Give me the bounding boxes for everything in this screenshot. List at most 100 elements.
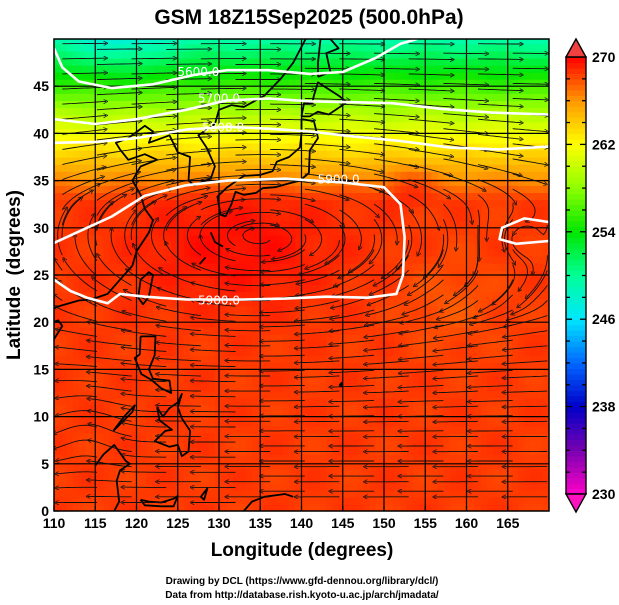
field-cell (406, 419, 414, 427)
field-cell (258, 107, 265, 116)
field-cell (388, 355, 395, 363)
field-cell (313, 291, 321, 300)
field-cell (252, 440, 259, 448)
field-cell (369, 220, 377, 229)
field-cell (227, 277, 235, 286)
field-cell (270, 86, 278, 94)
field-cell (419, 213, 426, 222)
field-cell (264, 390, 272, 399)
field-cell (208, 390, 216, 399)
field-cell (245, 79, 253, 87)
field-cell (183, 107, 191, 116)
field-cell (239, 397, 247, 406)
field-cell (221, 199, 228, 208)
field-cell (499, 369, 507, 378)
field-cell (530, 185, 538, 193)
field-cell (363, 263, 371, 271)
field-cell (524, 326, 532, 335)
field-cell (462, 419, 470, 427)
field-cell (214, 341, 222, 349)
field-cell (437, 227, 445, 236)
field-cell (227, 355, 235, 363)
field-cell (351, 482, 358, 491)
field-cell (221, 164, 228, 172)
field-cell (233, 93, 241, 101)
field-cell (165, 419, 173, 427)
field-cell (369, 79, 377, 87)
field-cell (388, 312, 395, 321)
field-cell (474, 355, 482, 363)
field-cell (72, 142, 80, 151)
field-cell (140, 341, 148, 349)
field-cell (480, 213, 488, 222)
field-cell (227, 121, 235, 130)
field-cell (443, 397, 451, 406)
field-cell (264, 192, 272, 201)
field-cell (412, 234, 420, 243)
field-cell (326, 277, 334, 286)
field-cell (431, 326, 439, 335)
field-cell (307, 199, 315, 208)
field-cell (487, 242, 494, 250)
field-cell (91, 256, 98, 264)
field-cell (270, 79, 278, 87)
field-cell (91, 390, 98, 399)
field-cell (91, 440, 98, 448)
field-cell (190, 164, 197, 172)
field-cell (480, 256, 488, 264)
field-cell (493, 135, 501, 144)
field-cell (233, 319, 241, 328)
field-cell (400, 135, 408, 144)
field-cell (190, 107, 197, 116)
field-cell (369, 277, 377, 286)
field-cell (159, 284, 166, 293)
field-cell (78, 447, 86, 455)
field-cell (542, 157, 549, 165)
field-cell (388, 305, 395, 314)
field-cell (84, 426, 92, 434)
field-cell (140, 284, 148, 293)
field-cell (252, 93, 259, 101)
field-cell (326, 291, 334, 300)
field-cell (480, 348, 488, 356)
field-cell (276, 348, 284, 356)
field-cell (381, 227, 389, 236)
field-cell (351, 419, 358, 427)
field-cell (351, 164, 358, 172)
field-cell (208, 319, 216, 328)
field-cell (134, 334, 142, 342)
field-cell (443, 185, 451, 193)
field-cell (307, 135, 315, 144)
field-cell (221, 135, 228, 144)
field-cell (289, 171, 296, 179)
field-cell (363, 114, 371, 123)
field-cell (450, 277, 457, 286)
field-cell (338, 376, 346, 385)
field-cell (221, 305, 228, 314)
field-cell (103, 312, 111, 321)
field-cell (54, 220, 61, 229)
field-cell (233, 164, 241, 172)
field-cell (66, 220, 74, 229)
field-cell (208, 482, 216, 491)
field-cell (276, 362, 284, 370)
field-cell (202, 376, 210, 385)
field-cell (202, 128, 210, 137)
field-cell (115, 65, 123, 73)
field-cell (313, 348, 321, 356)
field-cell (443, 263, 451, 271)
field-cell (153, 114, 160, 123)
field-cell (542, 489, 549, 498)
field-cell (264, 348, 272, 356)
field-cell (511, 397, 519, 406)
field-cell (190, 220, 197, 229)
field-cell (282, 185, 290, 193)
field-cell (363, 291, 371, 300)
field-cell (351, 503, 358, 511)
field-cell (233, 411, 241, 420)
field-cell (196, 100, 204, 109)
field-cell (153, 298, 160, 307)
field-cell (97, 312, 105, 321)
field-cell (66, 319, 74, 328)
field-cell (462, 192, 470, 201)
